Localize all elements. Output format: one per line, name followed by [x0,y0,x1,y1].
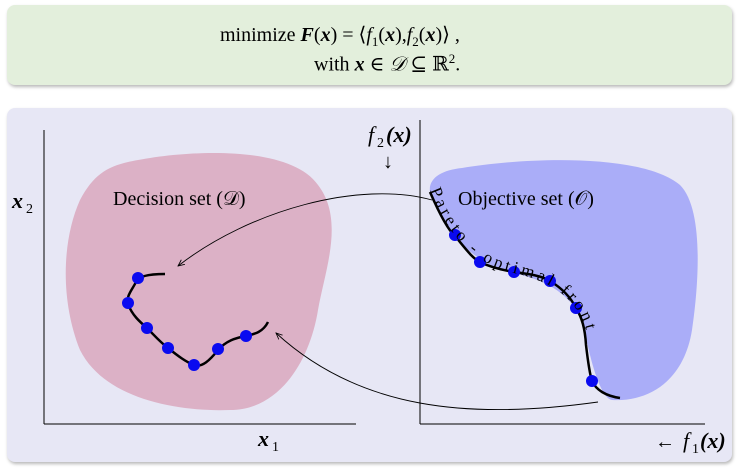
equation-f2-x: x [425,24,436,46]
objective-set-label: Objective set (𝒪) [458,188,594,210]
right-y-label-sub: 2 [377,136,384,151]
right-y-arrow: ↓ [383,151,393,173]
equation-line-1: minimize F(x) = ⟨f1(x),f2(x)⟩ , [220,24,460,49]
equation-x: x [320,24,331,46]
right-x-arrow: ← [655,431,675,453]
equation-f2-sub: 2 [412,34,419,49]
equation-box: minimize F(x) = ⟨f1(x),f2(x)⟩ , with x ∈… [7,5,732,85]
decision-point [162,342,174,354]
equation-open-paren: ( [313,24,321,46]
pareto-point [449,229,461,241]
decision-point [132,272,144,284]
equation-sup: 2 [448,51,456,66]
right-x-label-arg: (x) [700,428,726,453]
arrow-to-decision [178,193,433,266]
equation-D: 𝒟 [389,53,406,76]
equation-mid: ), [395,24,407,46]
pareto-point [474,256,486,268]
decision-points [122,272,252,371]
equation-with-text: with [314,53,355,76]
right-x-label-sub: 1 [692,442,699,457]
equation-F: F [300,24,314,46]
decision-set-label: Decision set (𝒟) [113,188,246,210]
left-y-label-sub: 2 [26,202,33,217]
left-y-label: x [11,188,23,213]
equation-minimize-text: minimize [220,24,301,46]
equation-with-x: x [354,53,365,76]
equation-f1-sub: 1 [371,34,379,49]
right-y-label: f [368,122,377,147]
arrow-to-decision-curve [276,333,599,411]
left-x-label: x [257,426,269,451]
pareto-point [508,266,520,278]
pareto-point [586,375,598,387]
equation-subset: ⊆ ℝ [405,53,449,76]
decision-point [188,359,200,371]
right-y-label-arg: (x) [386,122,412,147]
equation-f2: f [406,24,413,46]
equation-end: )⟩ , [435,24,460,46]
equation-period: . [455,53,461,76]
decision-point [240,330,252,342]
right-x-label: f [683,428,692,453]
equation-f1-x: x [385,24,396,46]
decision-point [212,343,224,355]
equation-equals: = ⟨ [337,24,367,46]
objective-set-region [429,160,698,401]
equation-in: ∈ [364,53,390,76]
decision-point [141,322,153,334]
left-x-label-sub: 1 [272,440,279,455]
equation-f1: f [366,24,372,46]
pareto-points [449,229,598,387]
pareto-point [570,302,582,314]
decision-point [122,297,134,309]
pareto-point [544,275,556,287]
equation-line-2: with x ∈ 𝒟 ⊆ ℝ2. [314,51,460,77]
equation-close-paren: ) [330,24,338,46]
